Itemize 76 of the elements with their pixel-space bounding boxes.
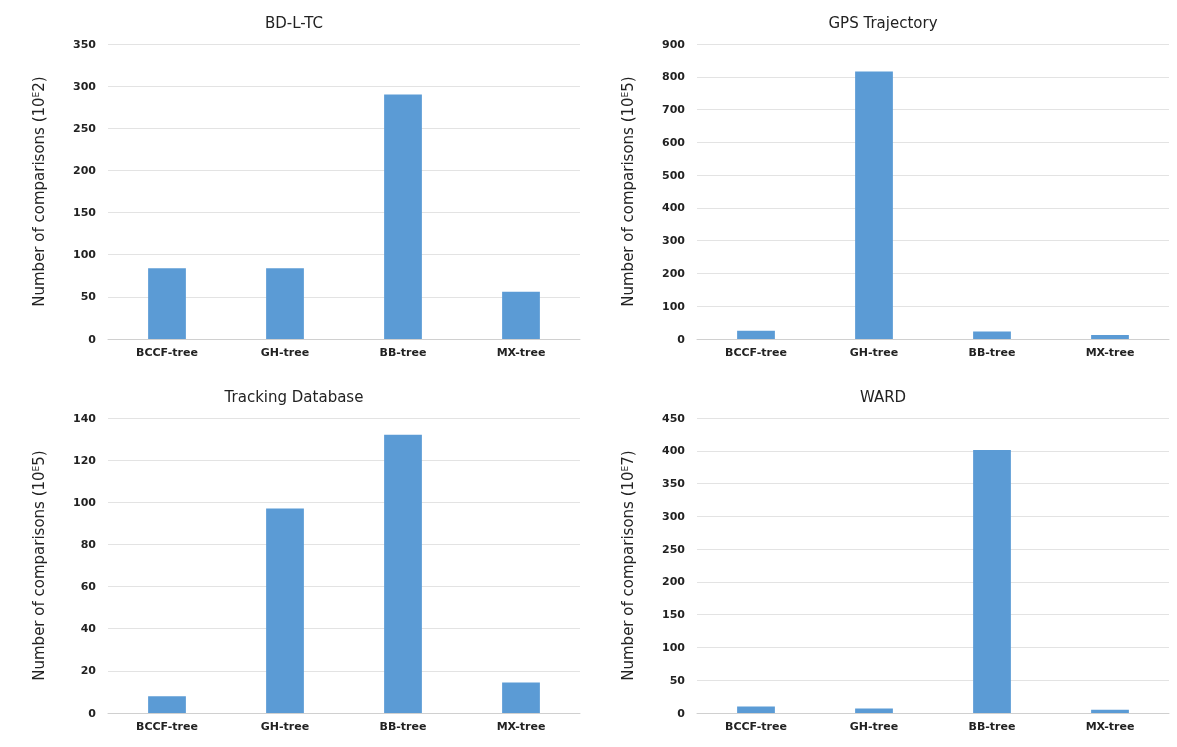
x-tick-label: MX-tree bbox=[1085, 346, 1135, 359]
y-tick-label: 350 bbox=[662, 477, 686, 491]
bar bbox=[148, 696, 186, 713]
x-tick-label: GH-tree bbox=[260, 720, 310, 733]
y-axis-title: Number of comparisons (10E2) bbox=[29, 76, 48, 307]
y-tick-label: 400 bbox=[662, 201, 686, 215]
y-axis-title: Number of comparisons (10E5) bbox=[618, 76, 637, 307]
bar bbox=[737, 330, 775, 339]
y-tick-label: 50 bbox=[669, 673, 686, 687]
y-tick-label: 150 bbox=[73, 206, 97, 220]
bar bbox=[502, 682, 540, 713]
x-tick-label: MX-tree bbox=[496, 346, 546, 359]
x-tick-label: BCCF-tree bbox=[725, 346, 787, 359]
y-tick-label: 400 bbox=[662, 444, 686, 458]
y-tick-label: 700 bbox=[662, 103, 686, 117]
y-tick-label: 150 bbox=[662, 608, 686, 622]
bar bbox=[973, 331, 1011, 339]
x-tick-label: MX-tree bbox=[496, 720, 546, 733]
x-tick-label: BB-tree bbox=[379, 720, 427, 733]
bar bbox=[855, 708, 893, 713]
bar bbox=[1091, 709, 1129, 713]
y-tick-label: 100 bbox=[662, 299, 686, 313]
y-tick-label: 0 bbox=[677, 706, 686, 720]
bar bbox=[973, 450, 1011, 713]
y-tick-label: 900 bbox=[662, 37, 686, 51]
y-tick-label: 100 bbox=[662, 640, 686, 654]
x-tick-label: BCCF-tree bbox=[136, 720, 198, 733]
y-tick-label: 600 bbox=[662, 135, 686, 149]
y-axis-title: Number of comparisons (10E5) bbox=[29, 450, 48, 681]
y-tick-label: 0 bbox=[88, 706, 97, 720]
x-tick-label: MX-tree bbox=[1085, 720, 1135, 733]
x-tick-label: GH-tree bbox=[849, 346, 899, 359]
x-tick-label: BB-tree bbox=[379, 346, 427, 359]
chart-title: BD-L-TC bbox=[264, 13, 324, 32]
y-tick-label: 100 bbox=[73, 248, 97, 262]
y-tick-label: 200 bbox=[662, 575, 686, 589]
y-tick-label: 0 bbox=[677, 332, 686, 346]
x-tick-label: BCCF-tree bbox=[136, 346, 198, 359]
x-tick-label: GH-tree bbox=[849, 720, 899, 733]
y-tick-label: 200 bbox=[73, 163, 97, 177]
chart-title: Tracking Database bbox=[223, 387, 364, 406]
y-tick-label: 200 bbox=[662, 266, 686, 280]
y-tick-label: 300 bbox=[662, 234, 686, 248]
bar bbox=[266, 508, 304, 713]
y-tick-label: 100 bbox=[73, 495, 97, 509]
y-tick-label: 350 bbox=[73, 37, 97, 51]
y-tick-label: 250 bbox=[662, 542, 686, 556]
bar bbox=[855, 71, 893, 339]
bar bbox=[384, 94, 422, 339]
y-tick-label: 0 bbox=[88, 332, 97, 346]
chart-title: GPS Trajectory bbox=[828, 13, 938, 32]
y-tick-label: 80 bbox=[80, 537, 97, 551]
y-tick-label: 50 bbox=[80, 290, 97, 304]
x-tick-label: GH-tree bbox=[260, 346, 310, 359]
x-tick-label: BB-tree bbox=[968, 720, 1016, 733]
y-tick-label: 300 bbox=[662, 509, 686, 523]
bar bbox=[502, 291, 540, 339]
bar bbox=[266, 268, 304, 339]
y-tick-label: 300 bbox=[73, 79, 97, 93]
x-tick-label: BCCF-tree bbox=[725, 720, 787, 733]
y-tick-label: 140 bbox=[73, 411, 97, 425]
y-axis-title: Number of comparisons (10E7) bbox=[618, 450, 637, 681]
y-tick-label: 40 bbox=[80, 622, 97, 636]
y-tick-label: 800 bbox=[662, 70, 686, 84]
y-tick-label: 60 bbox=[80, 580, 97, 594]
bar bbox=[148, 268, 186, 339]
y-tick-label: 250 bbox=[73, 121, 97, 135]
chart-title: WARD bbox=[859, 387, 907, 406]
bar bbox=[1091, 335, 1129, 339]
y-tick-label: 500 bbox=[662, 168, 686, 182]
y-tick-label: 20 bbox=[80, 664, 97, 678]
y-tick-label: 120 bbox=[73, 453, 97, 467]
bar bbox=[737, 706, 775, 713]
bar bbox=[384, 434, 422, 713]
y-tick-label: 450 bbox=[662, 411, 686, 425]
x-tick-label: BB-tree bbox=[968, 346, 1016, 359]
